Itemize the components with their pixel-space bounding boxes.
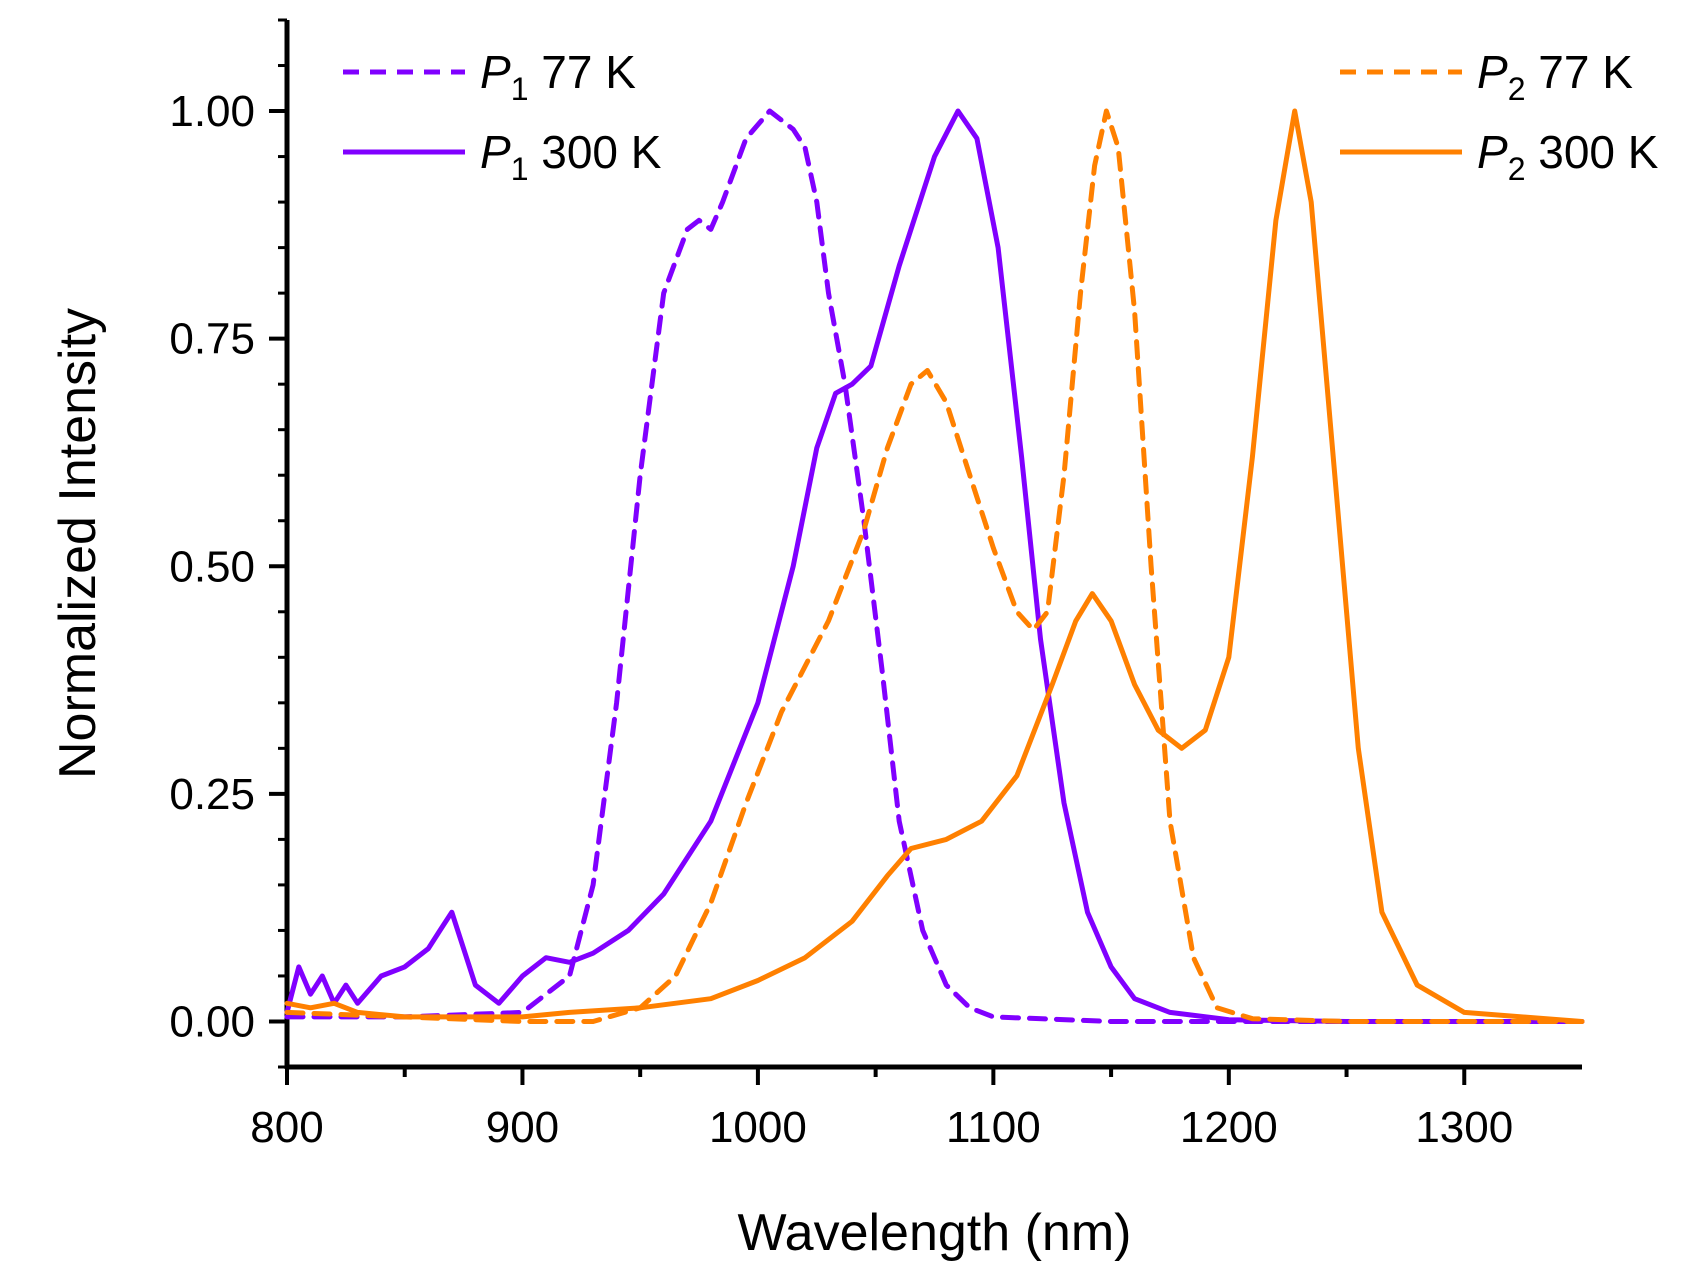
legend-label-2: P2 77 K [1477, 46, 1633, 107]
y-axis-title: Normalized Intensity [49, 308, 107, 779]
legend-label-1: P1 300 K [480, 126, 662, 187]
legend-label-0: P1 77 K [480, 46, 636, 107]
x-tick-label: 1100 [946, 1103, 1041, 1152]
series-line-0 [284, 108, 1585, 1024]
y-tick-label: 0.50 [169, 542, 255, 591]
legend-label-3: P2 300 K [1477, 126, 1659, 187]
x-axis-title: Wavelength (nm) [738, 1204, 1132, 1262]
x-tick-label: 800 [250, 1103, 323, 1152]
y-tick-label: 0.75 [169, 315, 255, 364]
series-layer [284, 108, 1585, 1024]
series-line-3 [284, 108, 1585, 1024]
x-tick-label: 1200 [1180, 1103, 1278, 1152]
x-tick-label: 900 [486, 1103, 559, 1152]
y-tick-label: 0.25 [169, 770, 255, 819]
x-tick-label: 1000 [709, 1103, 807, 1152]
y-tick-label: 0.00 [169, 997, 255, 1046]
y-tick-label: 1.00 [169, 87, 255, 136]
legend: P1 77 K P1 300 K P2 77 K P2 300 K [343, 46, 1659, 187]
x-tick-label: 1300 [1415, 1103, 1513, 1152]
axes: 800 900 1000 1100 1200 1300 0.00 0.25 0.50 0.75 1.… [49, 18, 1582, 1262]
series-line-1 [284, 108, 1585, 1024]
series-line-2 [284, 108, 1585, 1024]
